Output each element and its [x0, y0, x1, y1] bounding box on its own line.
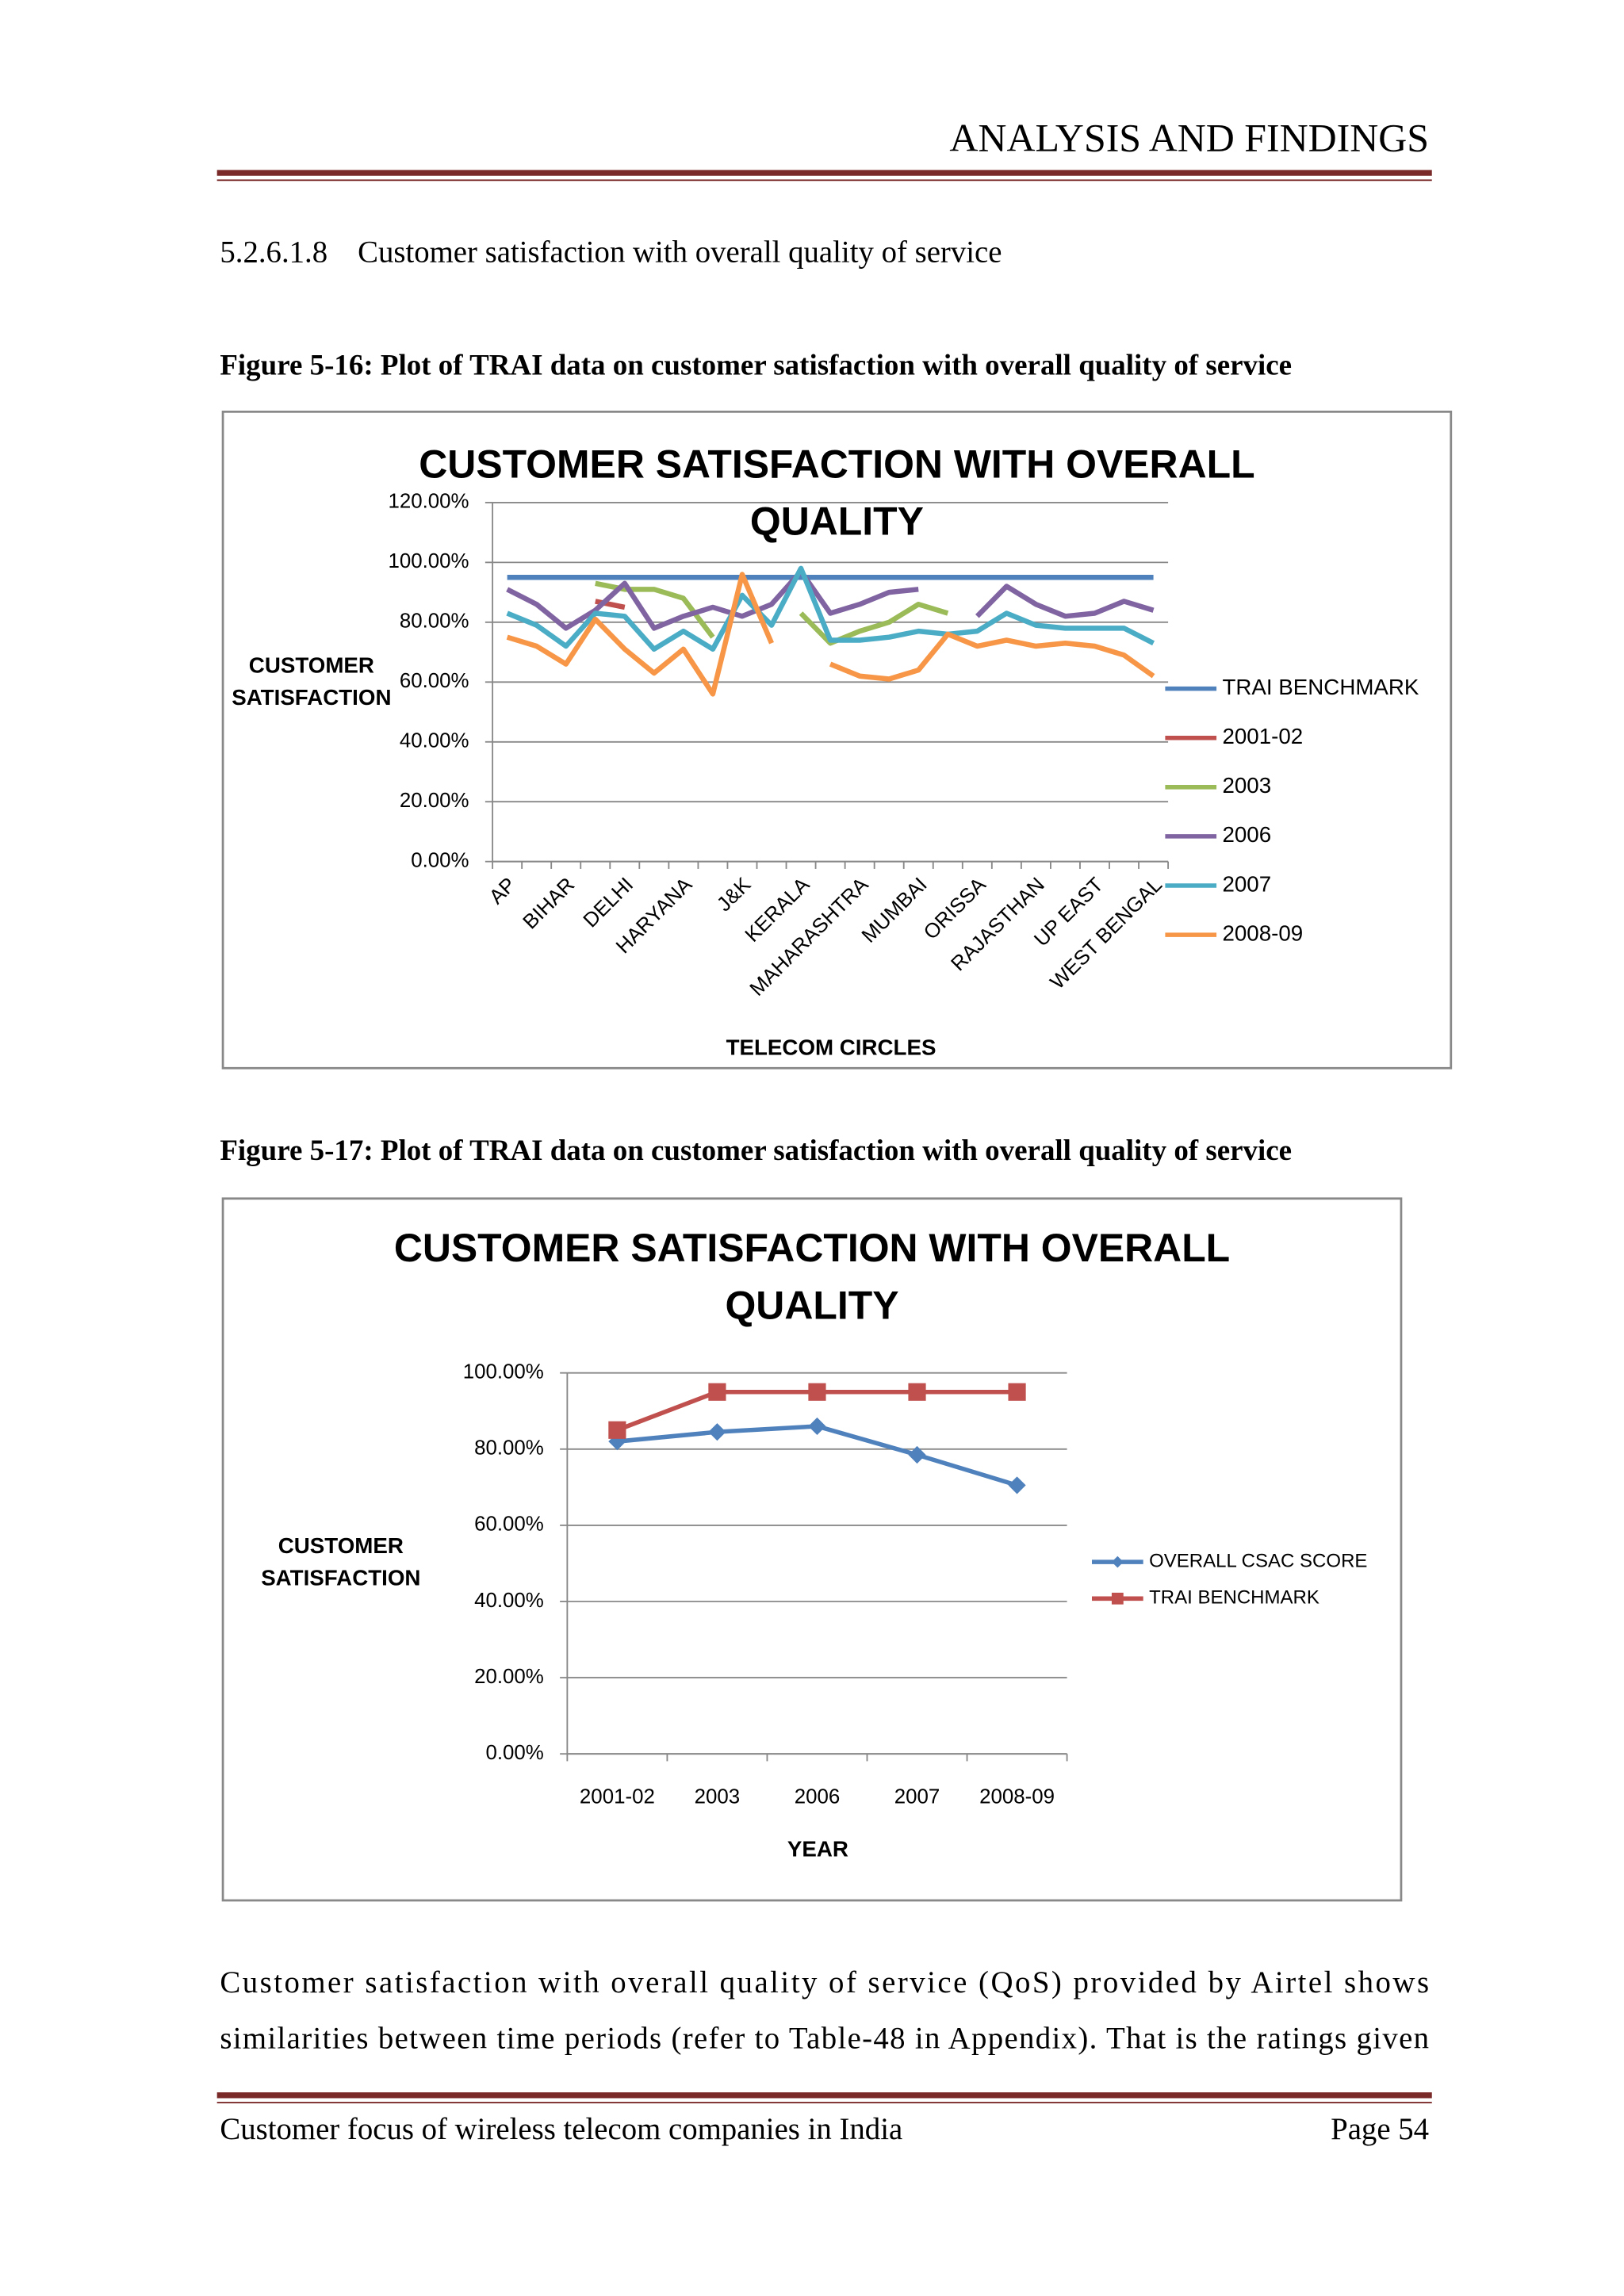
y-tick-label: 20.00% [400, 790, 469, 812]
y-tick-label: 20.00% [474, 1666, 544, 1688]
y-tick-label: 40.00% [474, 1590, 544, 1612]
marker [708, 1423, 726, 1441]
paragraph-line: Customer satisfaction with overall quali… [220, 1965, 1429, 1999]
y-tick-label: 80.00% [400, 610, 469, 633]
legend-label: 2008-09 [1222, 920, 1303, 945]
figure-caption: Figure 5-17: Plot of TRAI data on custom… [220, 1134, 1292, 1166]
series-line [506, 568, 1155, 631]
x-tick-label: 2001-02 [580, 1785, 655, 1808]
series-line [595, 599, 626, 610]
x-axis-title: YEAR [787, 1837, 848, 1862]
legend-label: OVERALL CSAC SCORE [1149, 1550, 1367, 1571]
chart-title: CUSTOMER SATISFACTION WITH OVERALL QUALI… [393, 1226, 1231, 1328]
x-tick-label: 2003 [695, 1785, 741, 1808]
y-tick-label: 80.00% [474, 1437, 544, 1460]
x-tick-label: 2007 [894, 1785, 940, 1808]
legend-label: TRAI BENCHMARK [1222, 675, 1419, 699]
y-axis-title: CUSTOMER SATISFACTION [232, 653, 392, 710]
chart-frame [221, 1197, 1403, 1902]
paragraph-line: similarities between time periods (refer… [220, 2021, 1429, 2055]
x-axis-title: TELECOM CIRCLES [726, 1035, 936, 1060]
chart-title: CUSTOMER SATISFACTION WITH OVERALL QUALI… [419, 442, 1255, 544]
y-tick-label: 0.00% [485, 1742, 543, 1764]
legend-label: 2001-02 [1222, 724, 1303, 748]
marker [1008, 1476, 1026, 1494]
chart-frame [221, 410, 1453, 1070]
legend-label: TRAI BENCHMARK [1149, 1587, 1320, 1609]
series-line [506, 572, 1155, 697]
marker [808, 1383, 826, 1401]
legend-label: 2006 [1222, 822, 1271, 847]
y-tick-label: 100.00% [388, 550, 469, 572]
y-axis-title: CUSTOMER SATISFACTION [261, 1533, 421, 1591]
footer-right: Page 54 [1331, 2112, 1429, 2146]
chart-title-box: CUSTOMER SATISFACTION WITH OVERALL QUALI… [419, 442, 1255, 544]
y-tick-label: 60.00% [474, 1513, 544, 1536]
legend-marker [1111, 1592, 1124, 1605]
y-tick-label: 60.00% [400, 670, 469, 692]
y-tick-label: 100.00% [463, 1361, 544, 1383]
marker [1008, 1383, 1026, 1401]
y-axis-title-box: CUSTOMER SATISFACTION [261, 1533, 421, 1591]
figure-caption: Figure 5-16: Plot of TRAI data on custom… [220, 348, 1292, 381]
y-tick-label: 0.00% [411, 850, 469, 872]
y-tick-label: 120.00% [388, 491, 469, 513]
footer-left: Customer focus of wireless telecom compa… [220, 2112, 902, 2146]
section-title: Customer satisfaction with overall quali… [358, 235, 1002, 269]
section-number: 5.2.6.1.8 [220, 235, 327, 269]
series-line [506, 565, 1155, 652]
y-tick-label: 40.00% [400, 730, 469, 752]
legend-label: 2007 [1222, 871, 1271, 896]
legend-label: 2003 [1222, 773, 1271, 798]
chart-title-box: CUSTOMER SATISFACTION WITH OVERALL QUALI… [393, 1226, 1231, 1328]
x-tick-label: 2008-09 [979, 1785, 1055, 1808]
y-axis-title-box: CUSTOMER SATISFACTION [232, 653, 392, 710]
marker [908, 1383, 926, 1401]
header-title: ANALYSIS AND FINDINGS [949, 117, 1429, 160]
marker [708, 1383, 726, 1401]
x-tick-label: 2006 [795, 1785, 841, 1808]
marker [608, 1421, 626, 1439]
